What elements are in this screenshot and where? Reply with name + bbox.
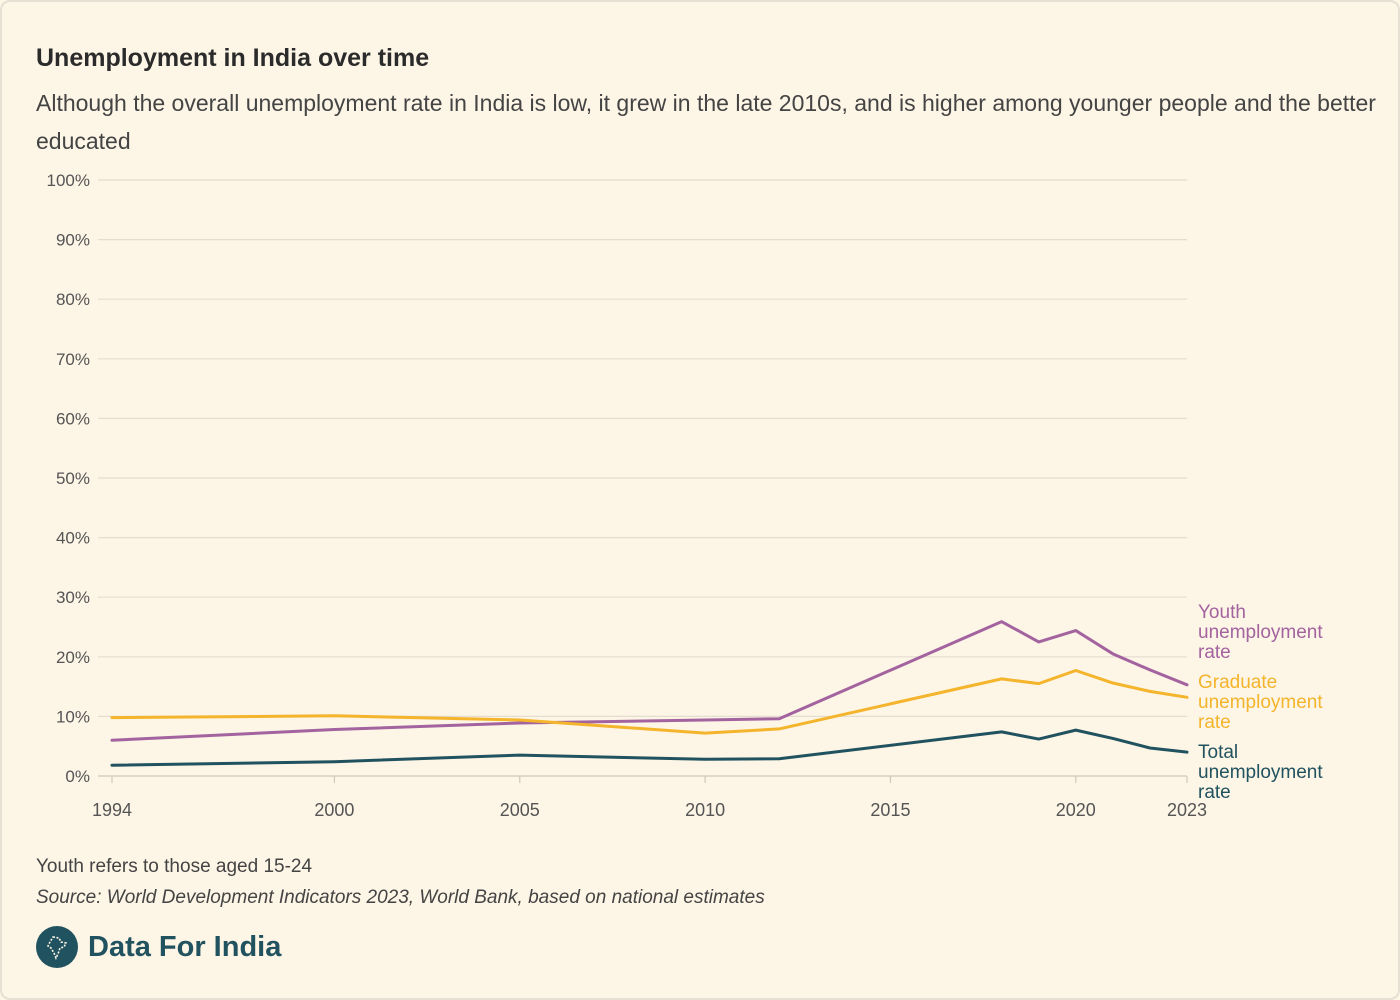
series-label: unemployment [1198,622,1323,643]
series-label: Graduate [1198,672,1277,693]
y-tick-label: 50% [56,469,90,488]
x-tick-label: 2005 [500,800,540,820]
footnote: Youth refers to those aged 15-24 [36,856,313,877]
y-tick-label: 30% [56,588,90,607]
y-tick-label: 90% [56,231,90,250]
y-tick-label: 80% [56,290,90,309]
series-label: unemployment [1198,692,1323,713]
y-tick-label: 100% [47,171,90,190]
series-line [110,620,1189,742]
line-chart: 0% 10% 20% 30% 40% 50% 60% 70% 80% 90% 100% 1994 200… [47,171,1324,820]
series-label: rate [1198,642,1231,663]
series-line [110,728,1189,767]
x-tick-label: 1994 [92,800,132,820]
series-label: unemployment [1198,762,1323,783]
y-tick-label: 10% [56,707,90,726]
x-tick-label: 2000 [314,800,354,820]
series-label: Youth [1198,602,1246,623]
y-tick-label: 60% [56,409,90,428]
y-tick-label: 0% [65,767,90,786]
series-label: rate [1198,712,1231,733]
source-note: Source: World Development Indicators 202… [36,887,765,908]
chart-title: Unemployment in India over time [36,44,430,72]
series-label: Total [1198,742,1238,763]
x-tick-label: 2020 [1056,800,1096,820]
series-line [110,669,1189,735]
y-tick-label: 70% [56,350,90,369]
y-tick-label: 40% [56,529,90,548]
x-tick-label: 2023 [1167,800,1207,820]
brand: Data For India [36,926,281,968]
brand-name: Data For India [88,930,282,963]
india-map-logo-icon [36,926,78,968]
y-tick-label: 20% [56,648,90,667]
series-label: rate [1198,782,1231,803]
chart-subtitle: Although the overall unemployment rate i… [36,90,1376,154]
x-tick-label: 2015 [870,800,910,820]
x-tick-label: 2010 [685,800,725,820]
